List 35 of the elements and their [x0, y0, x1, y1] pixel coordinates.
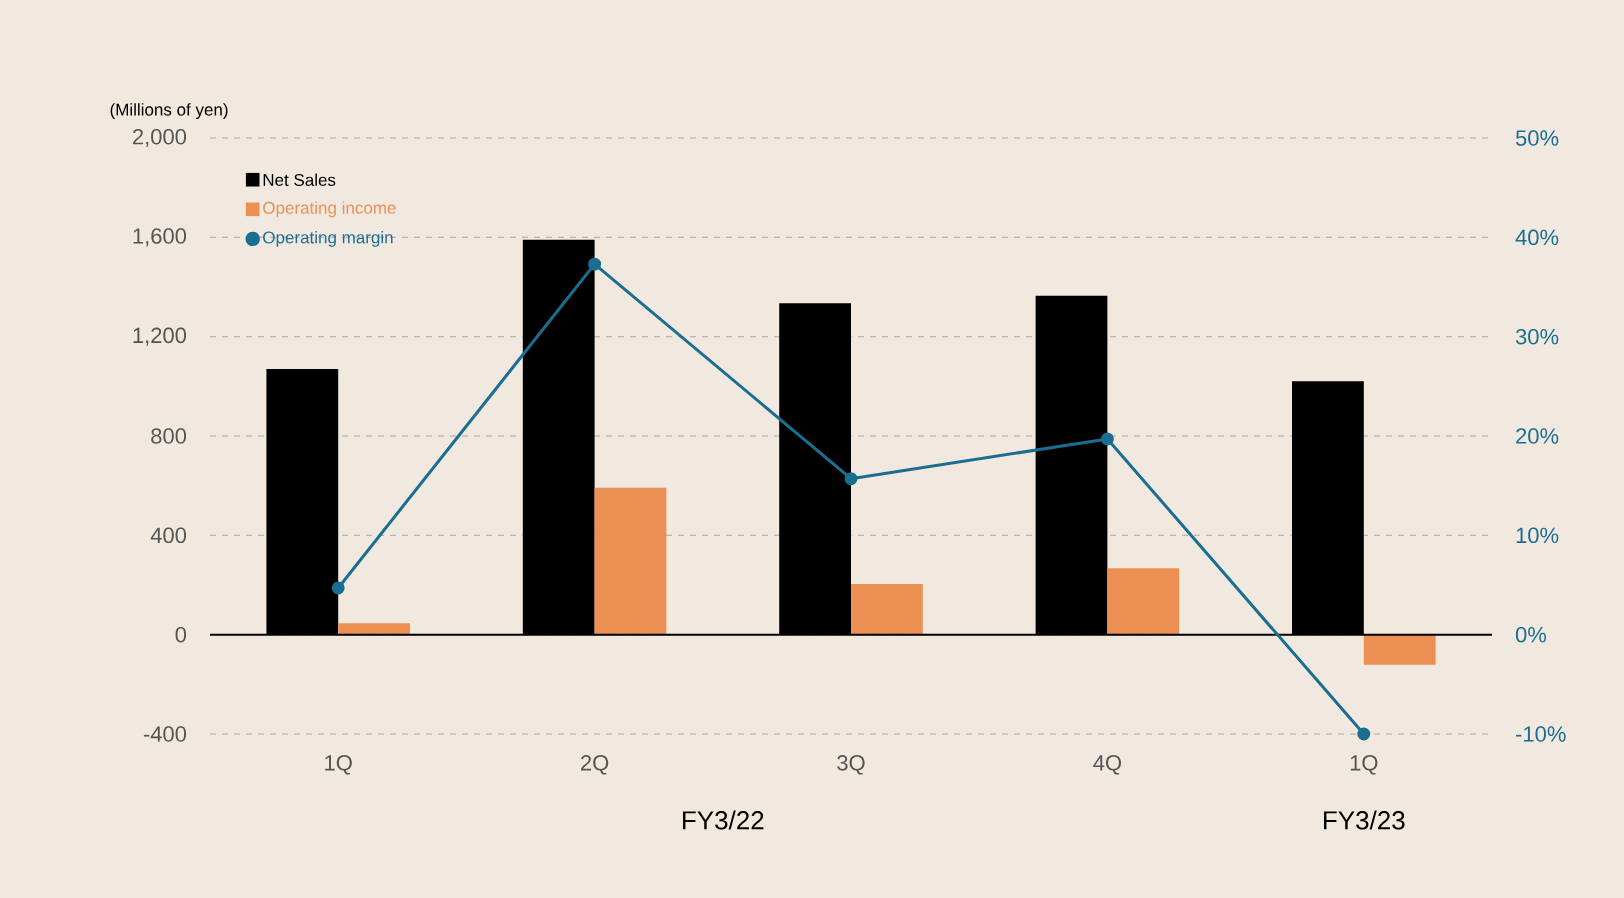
- y-tick-label: 2,000: [132, 128, 187, 148]
- x-tick-label: 2Q: [581, 755, 609, 775]
- x-tick-label: 1Q: [1350, 755, 1378, 775]
- y2-tick-label: 50%: [1515, 130, 1559, 146]
- legend-label: Net Sales: [263, 173, 336, 186]
- point: [1357, 727, 1371, 741]
- x-tick-label: 4Q: [1093, 755, 1122, 775]
- y-tick-label: 1,600: [133, 228, 187, 247]
- y-tick-label: 400: [150, 527, 187, 544]
- legend-label: Operating income: [263, 201, 396, 218]
- text: FY3/23: [1324, 810, 1405, 830]
- point: [331, 581, 345, 595]
- point: [588, 257, 602, 271]
- y-axis-title: (Millions of yen): [110, 103, 228, 119]
- bar: [338, 623, 410, 635]
- y-tick-label: 1,200: [133, 327, 187, 346]
- point: [1100, 432, 1114, 446]
- y-tick-label: 800: [151, 428, 187, 444]
- y2-tick-label: 20%: [1516, 428, 1559, 444]
- bar: [1363, 634, 1436, 665]
- y-tick-label: 0: [175, 626, 187, 643]
- y2-tick-label: 40%: [1515, 229, 1559, 246]
- y2-tick-label: -10%: [1516, 726, 1566, 742]
- bar: [594, 487, 667, 635]
- y2-tick-label: 10%: [1516, 527, 1559, 544]
- point: [844, 472, 858, 486]
- text: FY3/22: [683, 810, 764, 830]
- bar: [851, 584, 923, 635]
- x-tick-label: 1Q: [325, 755, 352, 775]
- y2-tick-label: 0%: [1515, 626, 1547, 643]
- bar: [1107, 568, 1180, 635]
- y-tick-label: -400: [143, 726, 187, 742]
- x-tick-label: 3Q: [837, 755, 865, 775]
- legend-label: Operating margin: [263, 230, 393, 247]
- y2-tick-label: 30%: [1515, 328, 1559, 345]
